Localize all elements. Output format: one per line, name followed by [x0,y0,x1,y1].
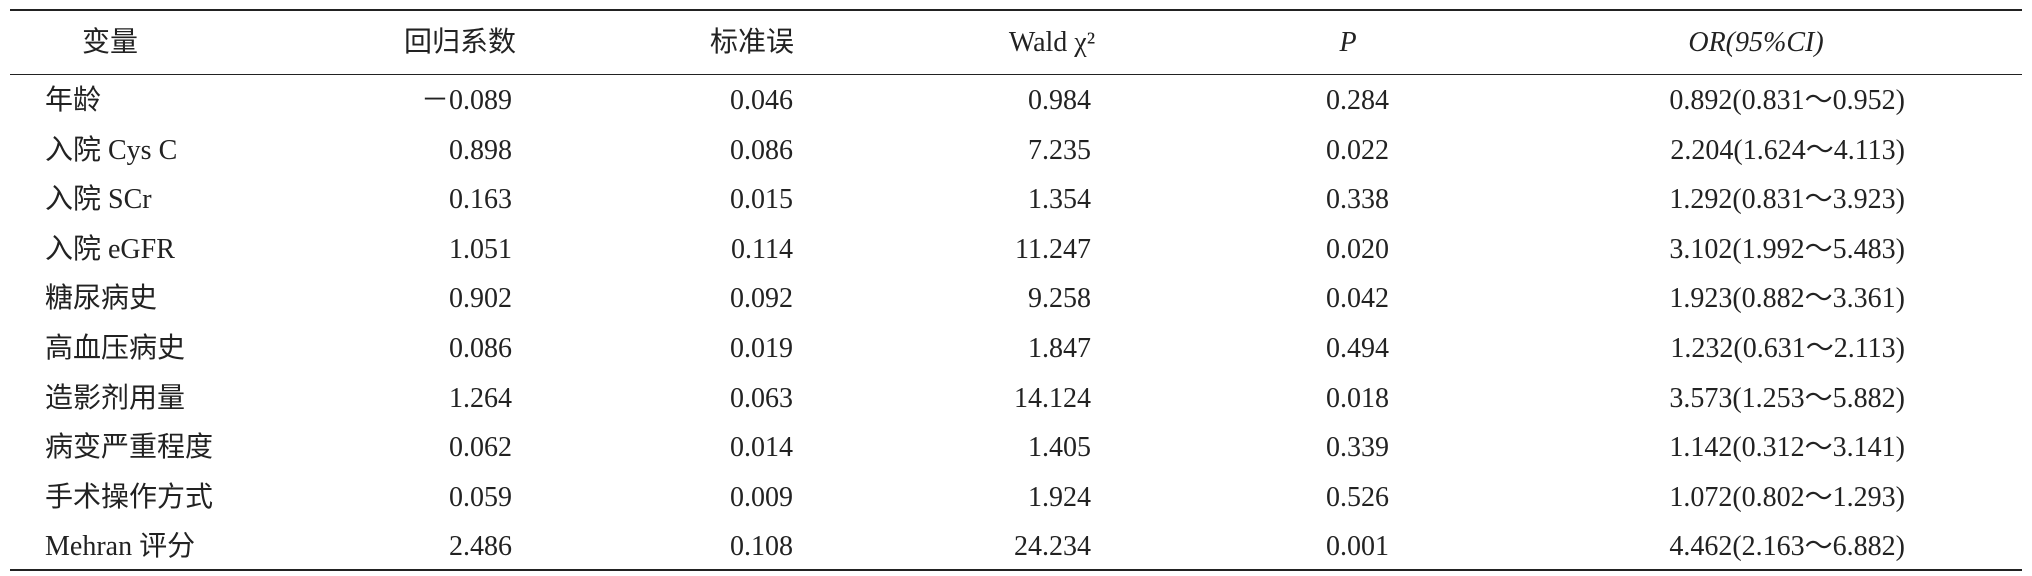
table-cell: 0.086 [449,333,512,364]
table-cell: 0.339 [1326,432,1389,464]
row-label: 年龄 [45,85,102,116]
table-cell: 0.046 [730,85,793,116]
table-cell: 0.086 [730,134,793,166]
table-cell: 0.092 [730,283,793,315]
table-cell: 0.284 [1326,85,1389,116]
row-label: 手术操作方式 [45,481,214,513]
table-cell: 0.001 [1326,531,1389,563]
table-cell: 4.462(2.163～6.882) [1669,531,1905,563]
table-cell: 14.124 [1014,382,1091,414]
table-cell: －0.089 [420,85,512,116]
bottom-rule [10,569,2022,571]
table-cell: 0.018 [1326,382,1389,414]
table-cell: 0.108 [730,531,793,563]
table-cell: 24.234 [1014,531,1091,563]
row-label: Mehran 评分 [45,531,196,563]
top-rule [10,9,2022,11]
table-cell: 1.405 [1028,432,1091,464]
header-cell: 回归系数 [403,27,517,58]
table-cell: 0.338 [1326,184,1389,216]
table-cell: 0.042 [1326,283,1389,315]
table-cell: 0.984 [1028,85,1091,116]
table-cell: 0.022 [1326,134,1389,166]
table-cell: 0.892(0.831～0.952) [1669,85,1905,116]
table-cell: 2.204(1.624～4.113) [1670,134,1905,166]
header-cell: 标准误 [709,27,795,58]
header-rule [10,74,2022,75]
row-label: 病变严重程度 [45,432,214,464]
table-cell: 9.258 [1028,283,1091,315]
table-cell: 1.292(0.831～3.923) [1669,184,1905,216]
table-cell: 1.232(0.631～2.113) [1670,333,1905,364]
header-cell: 变量 [81,27,139,58]
table-cell: 0.526 [1326,481,1389,513]
table-cell: 0.019 [730,333,793,364]
table-cell: 11.247 [1015,233,1091,265]
table-cell: 0.114 [731,233,793,265]
table-cell: 0.020 [1326,233,1389,265]
table-cell: 0.063 [730,382,793,414]
table-cell: 0.059 [449,481,512,513]
table-cell: 1.072(0.802～1.293) [1669,481,1905,513]
row-label: 高血压病史 [45,333,186,364]
table-cell: 0.163 [449,184,512,216]
table-cell: 0.494 [1326,333,1389,364]
table-cell: 2.486 [449,531,512,563]
table-cell: 1.264 [449,382,512,414]
header-cell: Wald χ² [1008,27,1096,58]
table-cell: 1.924 [1028,481,1091,513]
table-cell: 3.573(1.253～5.882) [1669,382,1905,414]
table-cell: 1.051 [449,233,512,265]
row-label: 入院 eGFR [45,233,175,265]
row-label: 入院 SCr [45,184,152,216]
table-cell: 0.062 [449,432,512,464]
table-cell: 1.354 [1028,184,1091,216]
table-cell: 1.923(0.882～3.361) [1669,283,1905,315]
row-label: 入院 Cys C [45,134,178,166]
header-cell: OR(95%CI) [1688,27,1824,58]
header-cell: P [1339,27,1357,58]
table-cell: 0.014 [730,432,793,464]
table-cell: 0.015 [730,184,793,216]
table-cell: 0.902 [449,283,512,315]
table-cell: 3.102(1.992～5.483) [1669,233,1905,265]
row-label: 造影剂用量 [45,382,186,414]
table-cell: 0.009 [730,481,793,513]
row-label: 糖尿病史 [45,283,158,315]
table-cell: 1.847 [1028,333,1091,364]
table-cell: 1.142(0.312～3.141) [1669,432,1905,464]
table-cell: 0.898 [449,134,512,166]
table-cell: 7.235 [1028,134,1091,166]
